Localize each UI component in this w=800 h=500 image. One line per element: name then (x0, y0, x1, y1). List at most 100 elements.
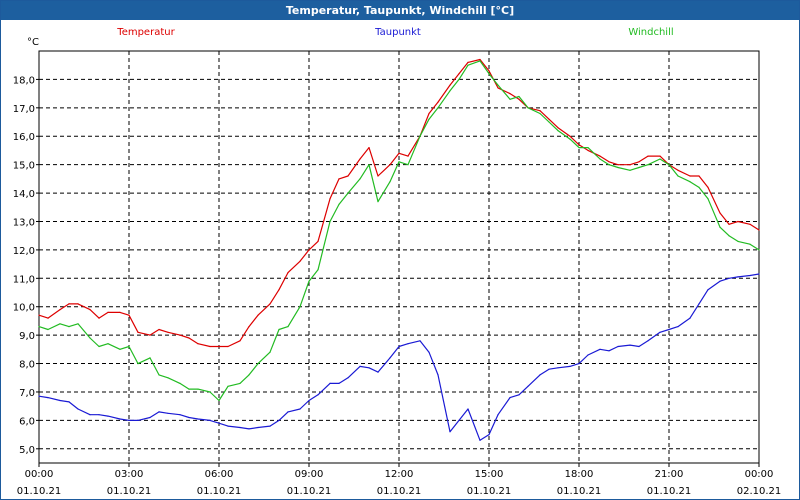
data-point (239, 340, 241, 342)
data-point (698, 186, 700, 188)
data-point (749, 274, 751, 277)
data-point (209, 345, 211, 348)
data-point (197, 418, 199, 420)
data-point (599, 155, 601, 157)
y-tick-label: 5,0 (19, 445, 35, 456)
data-point (428, 118, 430, 120)
data-point (107, 343, 109, 345)
data-point (638, 161, 640, 163)
data-point (338, 382, 340, 384)
data-point (269, 351, 271, 353)
data-point (119, 418, 121, 420)
data-point (398, 161, 400, 163)
y-axis-label: °C (27, 37, 39, 48)
data-point (647, 164, 649, 166)
data-point (467, 408, 469, 410)
data-point (107, 311, 109, 313)
data-point (299, 408, 301, 410)
data-point (689, 175, 691, 177)
data-point (719, 280, 721, 282)
x-tick-date: 01.10.21 (467, 486, 512, 497)
data-point (329, 382, 331, 384)
data-point (128, 345, 130, 348)
data-point (47, 397, 49, 399)
data-point (347, 175, 349, 177)
x-axis-ticks: 00:00 01.10.21 03:00 01.10.21 06:00 01.10.21 0… (17, 463, 782, 497)
chart-svg: Temperatur Taupunkt Windchill °C 5,0 6,0 7,0… (13, 27, 782, 497)
legend-item-taupunkt: Taupunkt (374, 27, 421, 38)
data-point (479, 439, 481, 441)
data-point (248, 374, 250, 376)
data-point (299, 260, 301, 262)
data-point (98, 345, 100, 348)
y-tick-label: 16,0 (13, 132, 35, 143)
data-point (719, 226, 721, 228)
data-point (407, 155, 409, 157)
data-point (38, 326, 40, 328)
data-point (758, 249, 760, 251)
data-point (548, 368, 550, 370)
data-point (218, 422, 220, 424)
data-point (137, 419, 139, 421)
data-point (287, 272, 289, 274)
data-point (407, 343, 409, 345)
data-point (197, 388, 199, 390)
data-point (647, 340, 649, 342)
data-point (578, 144, 580, 146)
data-point (188, 416, 190, 419)
data-point (158, 374, 160, 376)
data-point (257, 426, 259, 429)
data-point (668, 164, 670, 166)
data-point (398, 152, 400, 154)
data-point (68, 303, 70, 305)
data-point (257, 363, 259, 365)
y-axis-ticks: 5,0 6,0 7,0 8,0 9,0 10,0 11,0 12,0 13,0 14,0 15,0 1… (13, 75, 39, 456)
y-tick-label: 10,0 (13, 303, 35, 314)
data-point (329, 198, 331, 200)
data-point (269, 303, 271, 305)
data-point (428, 351, 430, 353)
data-point (458, 73, 460, 75)
data-point (608, 350, 610, 352)
data-point (419, 340, 421, 342)
data-point (557, 130, 559, 132)
x-tick-time: 00:00 (25, 469, 54, 480)
y-tick-label: 13,0 (13, 217, 35, 228)
data-point (548, 121, 550, 123)
data-point (188, 337, 190, 339)
data-point (509, 93, 511, 95)
data-point (389, 181, 391, 183)
data-point (509, 98, 511, 100)
data-point (617, 166, 619, 169)
x-tick-date: 02.10.21 (737, 486, 782, 497)
x-tick-date: 01.10.21 (197, 486, 242, 497)
data-point (218, 399, 220, 402)
data-point (98, 317, 100, 319)
data-point (329, 220, 331, 223)
data-point (179, 414, 181, 416)
data-point (77, 303, 79, 305)
data-point (239, 426, 241, 429)
data-point (158, 328, 160, 331)
data-point (698, 303, 700, 305)
y-tick-label: 17,0 (13, 104, 35, 115)
data-point (368, 164, 370, 166)
data-point (158, 411, 160, 413)
data-point (497, 84, 499, 86)
data-point (659, 155, 661, 157)
data-point (497, 87, 499, 89)
data-point (77, 323, 79, 325)
data-point (317, 240, 319, 242)
data-point (209, 419, 211, 421)
x-tick-time: 00:00 (745, 469, 774, 480)
data-point (347, 377, 349, 379)
x-tick-date: 01.10.21 (107, 486, 152, 497)
data-point (659, 158, 661, 160)
data-point (509, 397, 511, 399)
x-tick-time: 09:00 (295, 469, 324, 480)
data-point (377, 175, 379, 177)
y-tick-label: 14,0 (13, 189, 35, 200)
data-point (188, 388, 190, 390)
data-point (569, 138, 571, 140)
data-point (458, 419, 460, 421)
